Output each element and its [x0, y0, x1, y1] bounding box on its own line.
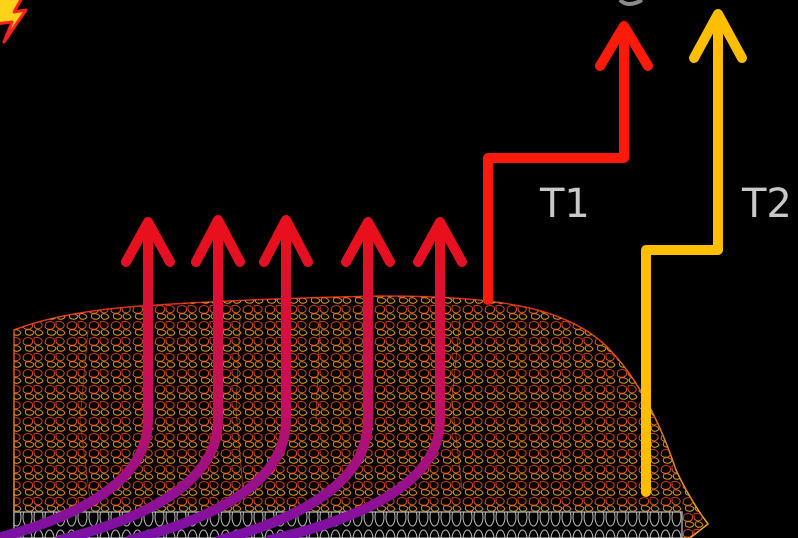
heat-arrow-2 [55, 221, 223, 538]
heat-arrow-3 [125, 221, 291, 538]
probe-icon [618, 0, 643, 6]
heat-flow-arrows [0, 215, 467, 538]
heat-arrow-3-head [259, 215, 313, 267]
heat-arrow-4-head [341, 217, 395, 267]
t2-label: T2 [742, 181, 792, 227]
heat-arrow-5-head [413, 217, 467, 267]
heat-arrow-2-head [191, 215, 245, 267]
heat-arrow-4 [215, 223, 373, 538]
heat-arrow-1 [0, 223, 153, 538]
heat-arrow-1-head [121, 217, 175, 267]
t1-arrow [483, 21, 653, 305]
granular-bed [13, 295, 710, 538]
heat-arrow-5 [265, 223, 445, 538]
t2-arrow [641, 9, 747, 497]
t1-label: T1 [540, 181, 590, 227]
lightning-icon [0, 0, 28, 44]
